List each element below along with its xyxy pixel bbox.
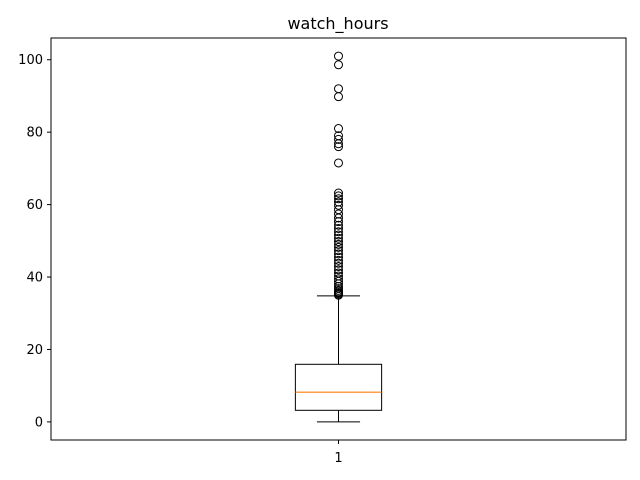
- outlier-point: [334, 249, 343, 259]
- chart-title: watch_hours: [287, 14, 388, 34]
- x-axis: 1: [334, 440, 343, 466]
- iqr-box: [294, 363, 383, 411]
- y-tick-label: 20: [26, 343, 43, 358]
- outlier-point: [334, 131, 343, 141]
- outlier-point: [334, 230, 343, 240]
- outlier-point: [334, 124, 343, 134]
- outlier-point: [334, 242, 343, 252]
- outlier-point: [334, 194, 343, 204]
- outlier-point: [334, 188, 343, 198]
- y-tick-label: 40: [26, 271, 43, 286]
- outlier-point: [334, 274, 343, 284]
- outlier-point: [334, 271, 343, 281]
- outlier-point: [334, 200, 343, 210]
- outlier-point: [334, 84, 343, 94]
- y-tick-label: 100: [18, 53, 43, 68]
- outlier-point: [334, 60, 343, 70]
- outlier-point: [334, 142, 343, 152]
- y-tick-label: 60: [26, 198, 43, 213]
- outlier-point: [334, 158, 343, 168]
- y-tick-label: 0: [35, 415, 43, 430]
- outlier-point: [334, 252, 343, 262]
- outlier-point: [334, 233, 343, 243]
- outlier-point: [334, 255, 343, 265]
- y-tick-label: 80: [26, 126, 43, 141]
- outlier-point: [334, 134, 343, 144]
- outlier-point: [334, 197, 343, 207]
- outlier-point: [334, 258, 343, 268]
- outlier-point: [334, 227, 343, 237]
- outlier-point: [334, 191, 343, 201]
- y-axis: 0 20 40 60 80 100: [18, 53, 51, 430]
- outlier-point: [334, 209, 343, 219]
- x-tick-label: 1: [334, 451, 342, 466]
- outlier-point: [334, 268, 343, 278]
- outlier-point: [334, 284, 343, 294]
- outlier-point: [334, 239, 343, 249]
- plot-area: [294, 51, 383, 423]
- outlier-point: [334, 262, 343, 272]
- outlier-point: [334, 92, 343, 102]
- outlier-point: [334, 246, 343, 256]
- outlier-point: [334, 220, 343, 230]
- outlier-point: [334, 223, 343, 233]
- outlier-point: [334, 237, 343, 247]
- outlier-point: [334, 265, 343, 275]
- outlier-point: [334, 51, 343, 61]
